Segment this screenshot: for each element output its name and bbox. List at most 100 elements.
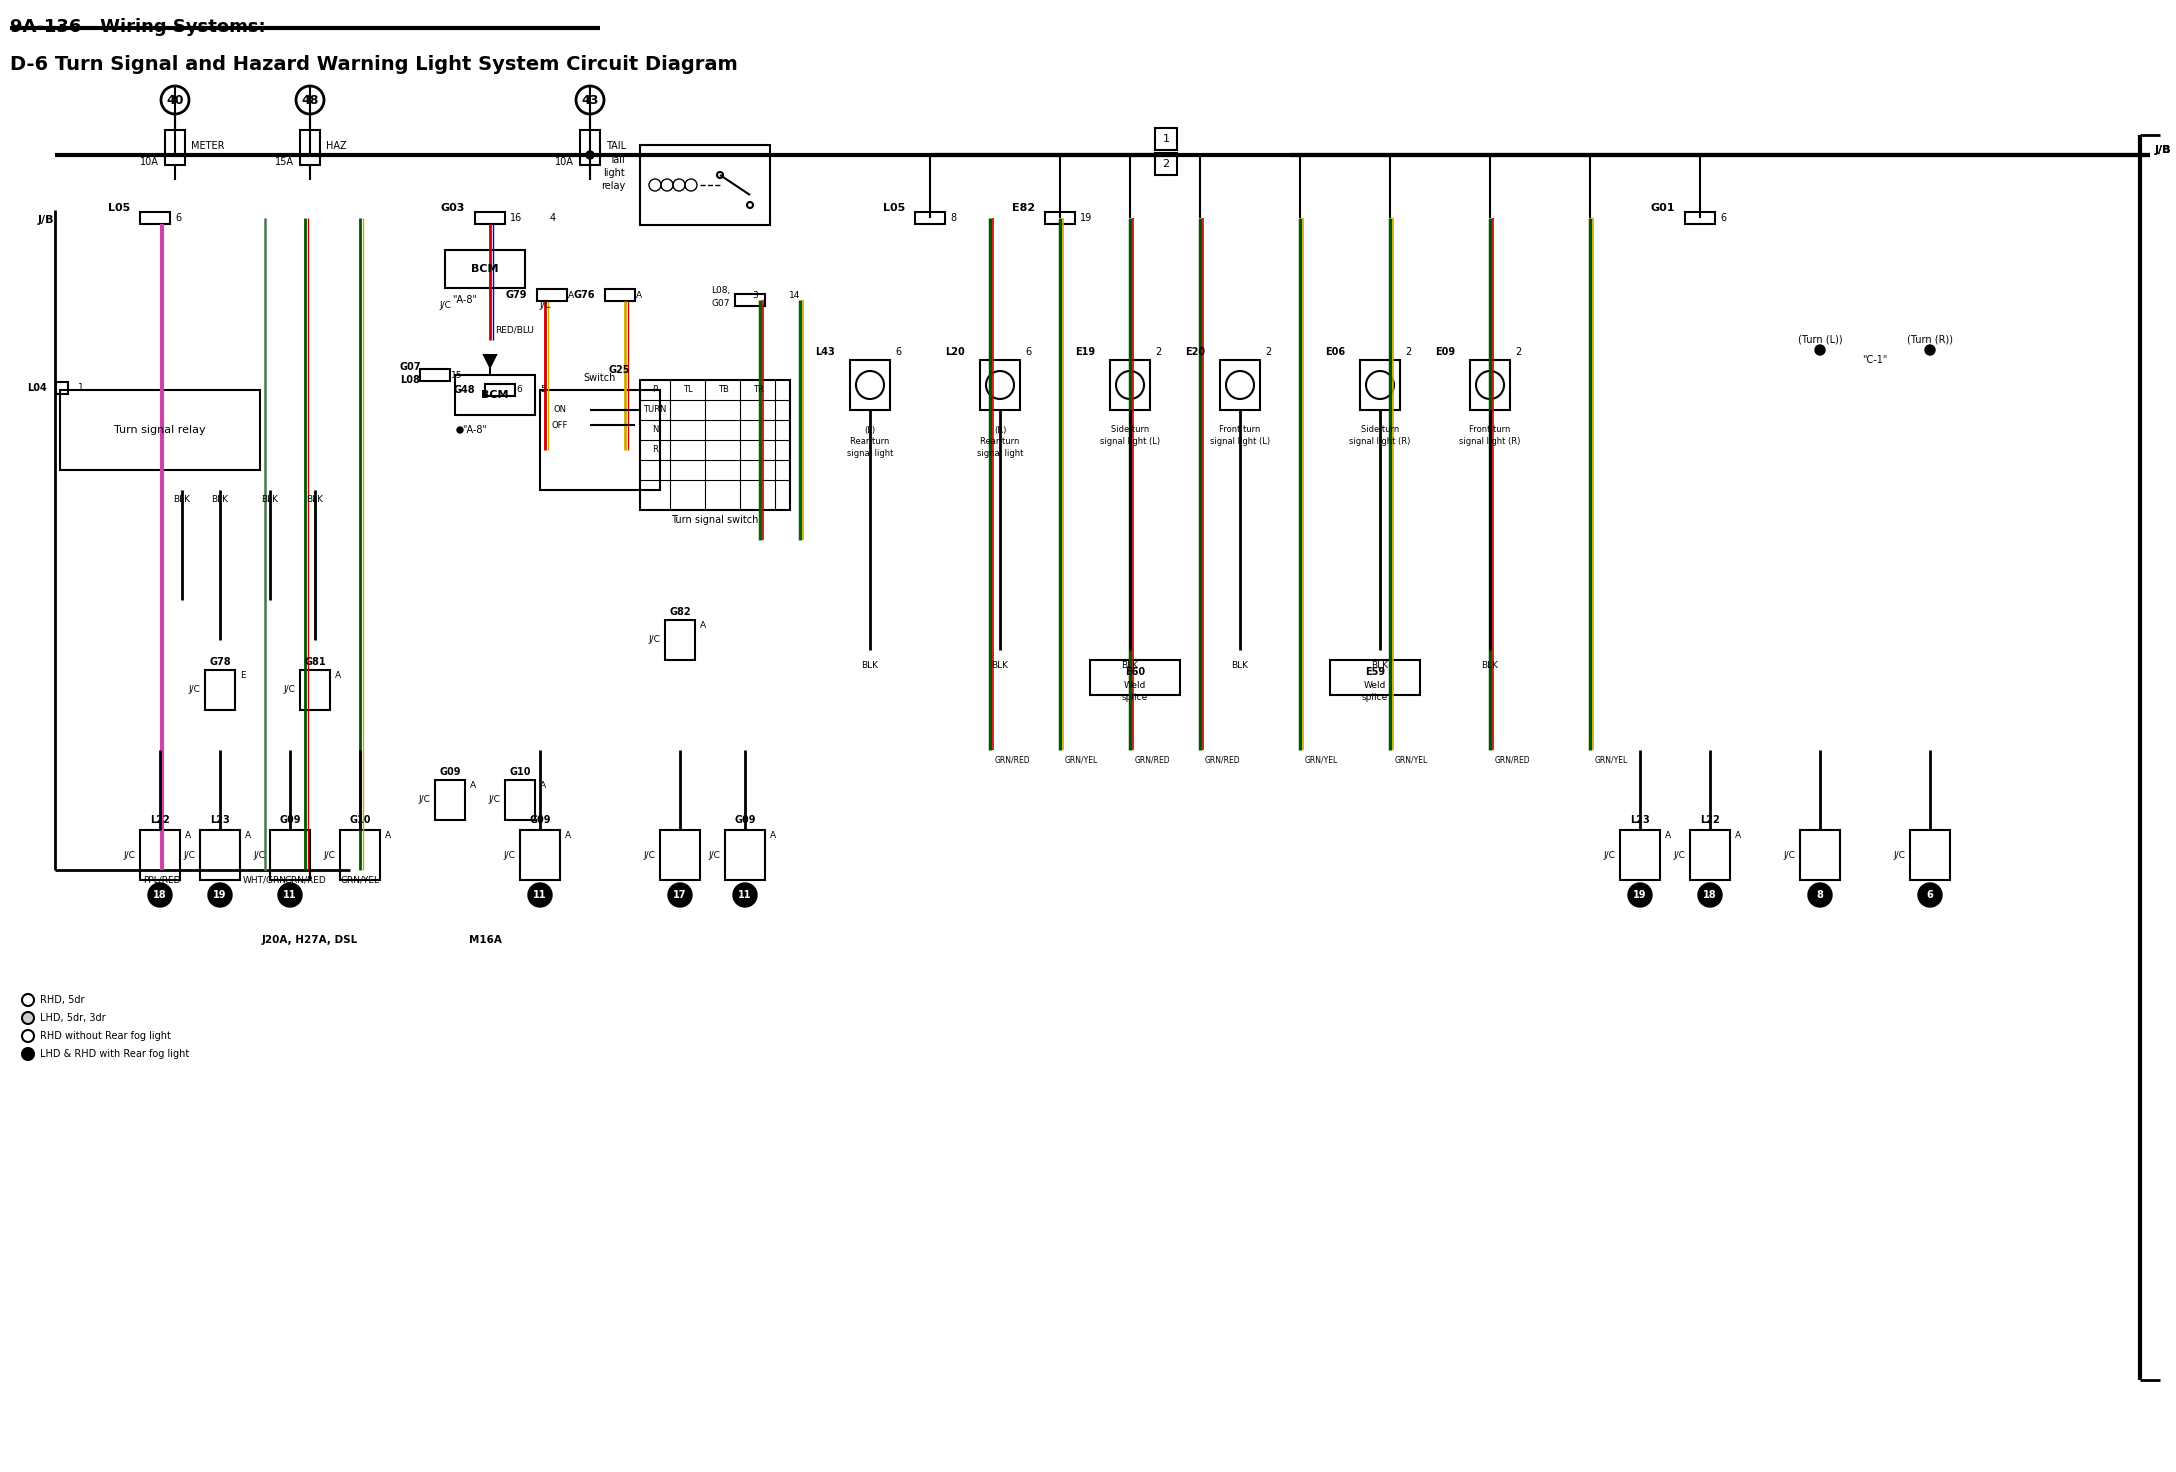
Text: J/C: J/C bbox=[487, 795, 500, 805]
Bar bbox=[57, 383, 67, 394]
Text: 15: 15 bbox=[450, 371, 463, 380]
Circle shape bbox=[296, 85, 324, 113]
Circle shape bbox=[1815, 344, 1826, 355]
Circle shape bbox=[209, 883, 233, 907]
Bar bbox=[537, 289, 568, 300]
Text: RHD, 5dr: RHD, 5dr bbox=[39, 995, 85, 1005]
Text: signal light (R): signal light (R) bbox=[1349, 437, 1410, 446]
Bar bbox=[270, 830, 309, 880]
Text: 6: 6 bbox=[1719, 213, 1726, 222]
Circle shape bbox=[279, 883, 302, 907]
Circle shape bbox=[22, 1013, 35, 1025]
Bar bbox=[851, 361, 890, 411]
Text: 2: 2 bbox=[1155, 347, 1162, 358]
Text: Tail: Tail bbox=[609, 155, 625, 165]
Text: Switch: Switch bbox=[583, 372, 616, 383]
Bar bbox=[1044, 212, 1075, 224]
Text: G48: G48 bbox=[453, 386, 474, 394]
Text: L08: L08 bbox=[400, 375, 420, 386]
Text: 19: 19 bbox=[213, 891, 226, 899]
Text: L04: L04 bbox=[28, 383, 48, 393]
Text: BLK: BLK bbox=[1482, 661, 1499, 670]
Text: J/C: J/C bbox=[1604, 851, 1615, 860]
Text: TURN: TURN bbox=[644, 405, 666, 415]
Text: J/B: J/B bbox=[37, 215, 54, 225]
Text: J/C: J/C bbox=[187, 686, 200, 695]
Text: A: A bbox=[540, 780, 546, 789]
Text: WHT/GRN: WHT/GRN bbox=[244, 876, 287, 885]
Text: GRN/YEL: GRN/YEL bbox=[339, 876, 379, 885]
Text: G09: G09 bbox=[733, 815, 755, 824]
Text: Side turn: Side turn bbox=[1360, 425, 1399, 434]
Text: J/C: J/C bbox=[1673, 851, 1684, 860]
Text: BLK: BLK bbox=[1121, 661, 1138, 670]
Text: 19: 19 bbox=[1634, 891, 1647, 899]
Circle shape bbox=[529, 883, 553, 907]
Text: Front turn: Front turn bbox=[1469, 425, 1510, 434]
Text: GRN/YEL: GRN/YEL bbox=[1395, 755, 1427, 764]
Text: G03: G03 bbox=[440, 203, 466, 213]
Text: light: light bbox=[603, 168, 625, 178]
Text: A: A bbox=[385, 830, 392, 839]
Bar bbox=[205, 670, 235, 710]
Bar bbox=[1619, 830, 1660, 880]
Text: 8: 8 bbox=[1817, 891, 1823, 899]
Text: signal light (L): signal light (L) bbox=[1099, 437, 1160, 446]
Text: 18: 18 bbox=[1704, 891, 1717, 899]
Text: E: E bbox=[239, 671, 246, 680]
Text: G09: G09 bbox=[529, 815, 551, 824]
Text: 40: 40 bbox=[165, 94, 183, 106]
Text: signal light: signal light bbox=[846, 449, 892, 458]
Circle shape bbox=[1808, 883, 1832, 907]
Text: E06: E06 bbox=[1325, 347, 1345, 358]
Text: G10: G10 bbox=[350, 815, 370, 824]
Text: Weld: Weld bbox=[1364, 680, 1386, 689]
Text: splice: splice bbox=[1362, 692, 1388, 702]
Text: A: A bbox=[568, 290, 574, 299]
Text: L23: L23 bbox=[1630, 815, 1649, 824]
Bar bbox=[640, 146, 770, 225]
Text: A: A bbox=[566, 830, 570, 839]
Bar bbox=[1691, 830, 1730, 880]
Text: A: A bbox=[1734, 830, 1741, 839]
Circle shape bbox=[22, 1030, 35, 1042]
Bar bbox=[581, 130, 601, 165]
Text: Rear turn: Rear turn bbox=[981, 437, 1021, 446]
Text: 8: 8 bbox=[951, 213, 955, 222]
Bar bbox=[165, 130, 185, 165]
Text: J/C: J/C bbox=[418, 795, 431, 805]
Circle shape bbox=[718, 172, 722, 178]
Text: signal light (R): signal light (R) bbox=[1460, 437, 1521, 446]
Text: 2: 2 bbox=[1264, 347, 1271, 358]
Text: A: A bbox=[635, 290, 642, 299]
Bar bbox=[455, 375, 535, 415]
Text: 19: 19 bbox=[1079, 213, 1092, 222]
Bar bbox=[914, 212, 944, 224]
Text: GRN/YEL: GRN/YEL bbox=[1306, 755, 1338, 764]
Bar bbox=[485, 384, 516, 396]
Text: G81: G81 bbox=[305, 657, 326, 667]
Bar bbox=[339, 830, 381, 880]
Text: GRN/RED: GRN/RED bbox=[1206, 755, 1240, 764]
Bar bbox=[139, 830, 181, 880]
Text: "A-8": "A-8" bbox=[463, 425, 487, 436]
Text: 16: 16 bbox=[509, 213, 522, 222]
Text: RED/BLU: RED/BLU bbox=[494, 325, 533, 334]
Text: 18: 18 bbox=[152, 891, 168, 899]
Circle shape bbox=[457, 427, 463, 433]
Text: GRN/RED: GRN/RED bbox=[1136, 755, 1171, 764]
Text: TB: TB bbox=[718, 386, 729, 394]
Text: J/C: J/C bbox=[540, 300, 551, 309]
Text: BLK: BLK bbox=[992, 661, 1007, 670]
Text: 43: 43 bbox=[581, 94, 598, 106]
Text: BCM: BCM bbox=[481, 390, 509, 400]
Text: R: R bbox=[653, 446, 657, 455]
Bar bbox=[300, 130, 320, 165]
Bar bbox=[474, 212, 505, 224]
Text: 6: 6 bbox=[894, 347, 901, 358]
Text: G76: G76 bbox=[574, 290, 594, 300]
Bar bbox=[1471, 361, 1510, 411]
Text: GRN/RED: GRN/RED bbox=[994, 755, 1031, 764]
Text: TL: TL bbox=[683, 386, 692, 394]
Text: TR: TR bbox=[753, 386, 764, 394]
